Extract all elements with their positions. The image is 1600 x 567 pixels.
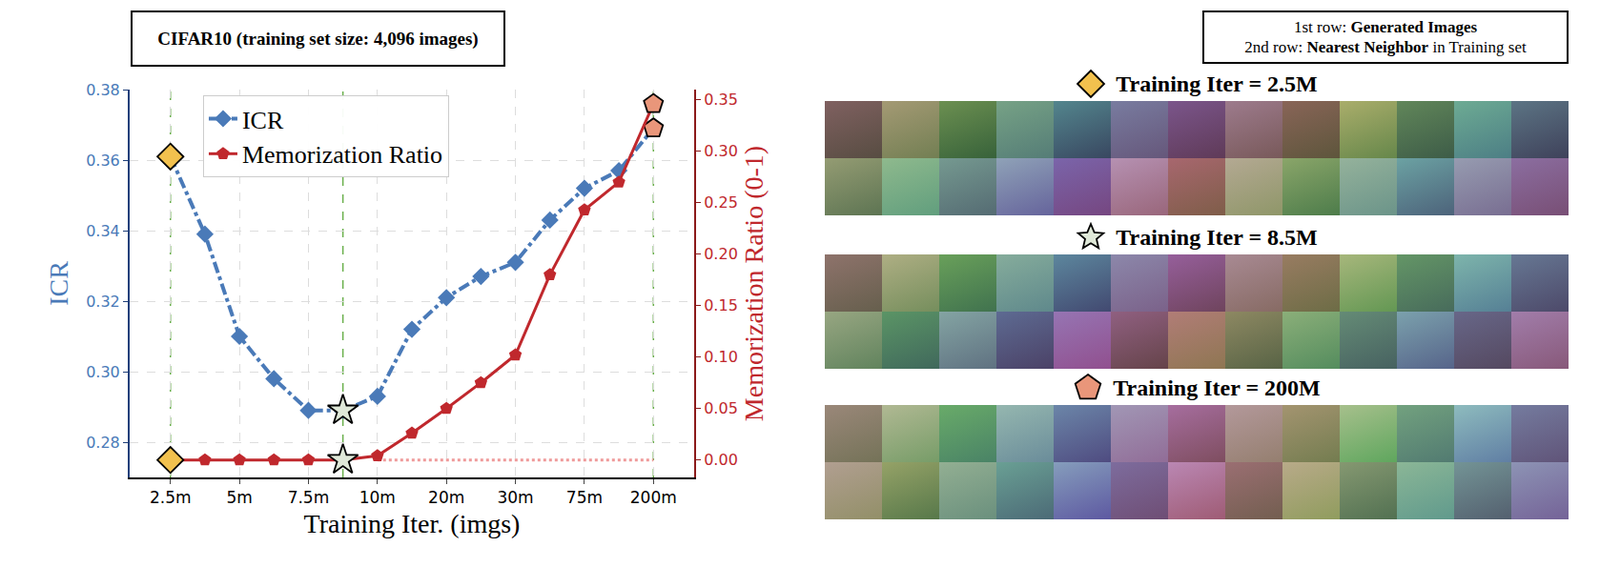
svg-text:30m: 30m bbox=[496, 488, 534, 508]
html-text:2nd row: Nearest Neighbor in T: 2nd row: Nearest Neighbor in Training se… bbox=[1244, 38, 1527, 57]
svg-text:7.5m: 7.5m bbox=[287, 488, 330, 508]
svg-text:0.20: 0.20 bbox=[703, 245, 739, 264]
html-text:CIFAR10 (training set size: 4,: CIFAR10 (training set size: 4,096 images… bbox=[157, 28, 479, 49]
svg-text:10m: 10m bbox=[359, 488, 396, 508]
svg-text:200m: 200m bbox=[630, 488, 677, 508]
svg-text:0.15: 0.15 bbox=[703, 296, 739, 315]
html-text:Training Iter = 8.5M: Training Iter = 8.5M bbox=[1115, 224, 1318, 250]
svg-text:0.36: 0.36 bbox=[85, 151, 121, 170]
svg-text:0.30: 0.30 bbox=[703, 142, 739, 161]
html-text:Training Iter = 2.5M: Training Iter = 2.5M bbox=[1115, 71, 1318, 96]
svg-text:0.28: 0.28 bbox=[85, 433, 121, 452]
svg-text:0.35: 0.35 bbox=[703, 90, 739, 109]
svg-text:0.32: 0.32 bbox=[85, 292, 121, 311]
html-text:Training Iter = 200M: Training Iter = 200M bbox=[1113, 375, 1321, 400]
svg-text:75m: 75m bbox=[566, 488, 603, 508]
svg-text:0.38: 0.38 bbox=[85, 81, 121, 100]
html-text:1st row: Generated Images: 1st row: Generated Images bbox=[1293, 17, 1478, 37]
svg-text:20m: 20m bbox=[428, 488, 465, 508]
svg-text:0.30: 0.30 bbox=[85, 363, 121, 382]
svg-text:0.05: 0.05 bbox=[703, 399, 739, 418]
svg-text:Memorization Ratio: Memorization Ratio bbox=[242, 141, 443, 169]
svg-text:Training Iter. (imgs): Training Iter. (imgs) bbox=[304, 509, 521, 539]
svg-text:0.10: 0.10 bbox=[703, 348, 739, 367]
svg-text:ICR: ICR bbox=[242, 106, 285, 135]
svg-text:2.5m: 2.5m bbox=[149, 488, 192, 508]
svg-text:5m: 5m bbox=[225, 488, 252, 508]
svg-text:ICR: ICR bbox=[43, 261, 74, 307]
svg-text:0.34: 0.34 bbox=[85, 222, 121, 241]
svg-text:0.25: 0.25 bbox=[703, 193, 739, 212]
svg-text:0.00: 0.00 bbox=[703, 451, 739, 470]
svg-text:Memorization Ratio (0-1): Memorization Ratio (0-1) bbox=[738, 145, 769, 422]
